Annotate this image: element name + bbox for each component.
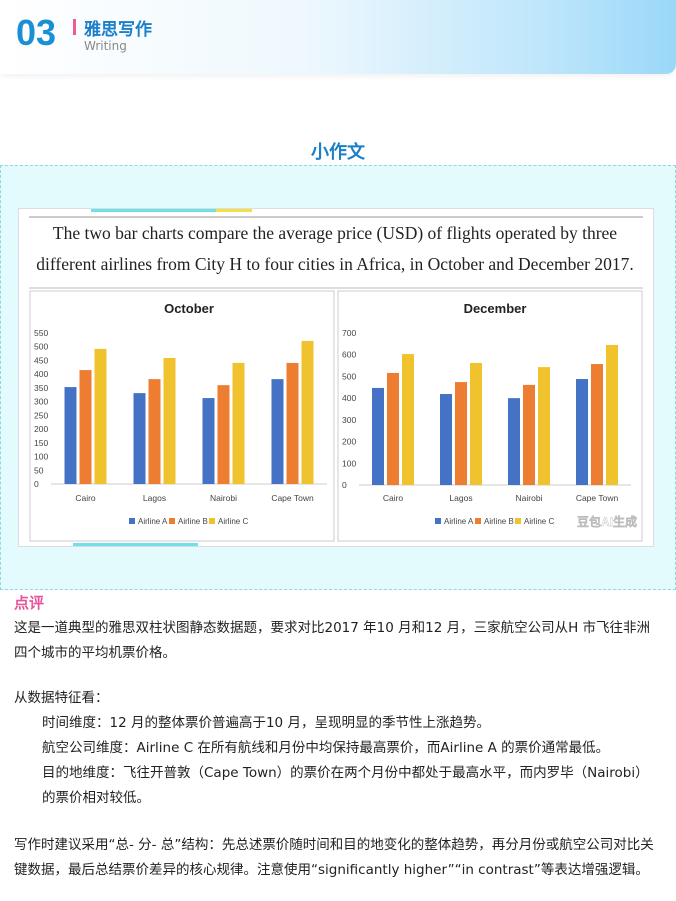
bar <box>523 384 535 485</box>
legend-swatch <box>435 518 441 524</box>
decoration <box>216 209 252 212</box>
x-tick-label: Cape Town <box>576 493 619 503</box>
bar <box>64 387 77 484</box>
y-tick-label: 500 <box>342 371 356 381</box>
list-item: 航空公司维度：Airline C 在所有航线和月份中均保持最高票价，而Airli… <box>42 740 610 756</box>
y-tick-label: 400 <box>34 369 48 379</box>
bar <box>163 357 176 484</box>
list-item: 目的地维度：飞往开普敦（Cape Town）的票价在两个月份中都处于最高水平，而… <box>42 765 642 806</box>
y-tick-label: 400 <box>342 393 356 403</box>
legend-label: Airline B <box>484 517 514 526</box>
watermark: 豆包AI生成 <box>577 514 637 529</box>
bar <box>455 382 467 485</box>
x-tick-label: Nairobi <box>516 493 543 503</box>
figure-caption: The two bar charts compare the average p… <box>36 223 634 274</box>
y-tick-label: 100 <box>34 452 48 462</box>
legend-swatch <box>209 518 215 524</box>
x-tick-label: Cape Town <box>271 493 314 503</box>
bar <box>301 340 314 484</box>
y-tick-label: 200 <box>34 424 48 434</box>
y-tick-label: 100 <box>342 458 356 468</box>
x-tick-label: Lagos <box>143 493 166 503</box>
header-subtitle: Writing <box>84 39 127 53</box>
legend-swatch <box>515 518 521 524</box>
bar <box>232 362 245 484</box>
bar <box>591 364 603 485</box>
y-tick-label: 450 <box>34 355 48 365</box>
legend-swatch <box>129 518 135 524</box>
header-title: 雅思写作 <box>84 20 152 40</box>
review-heading: 点评 <box>14 594 45 612</box>
y-tick-label: 150 <box>34 438 48 448</box>
bar <box>470 362 482 485</box>
bar <box>271 379 284 484</box>
bar <box>372 387 384 485</box>
y-tick-label: 50 <box>34 465 44 475</box>
legend-label: Airline B <box>178 517 208 526</box>
y-tick-label: 0 <box>34 479 39 489</box>
legend-swatch <box>475 518 481 524</box>
paragraph: 写作时建议采用“总- 分- 总”结构：先总述票价随时间和目的地变化的整体趋势，再… <box>14 837 654 878</box>
bar <box>94 348 107 484</box>
bar <box>387 372 399 485</box>
x-tick-label: Lagos <box>449 493 472 503</box>
legend-label: Airline A <box>444 517 474 526</box>
paragraph: 这是一道典型的雅思双柱状图静态数据题，要求对比2017 年10 月和12 月，三… <box>14 620 651 661</box>
bar <box>202 398 215 484</box>
bar <box>606 344 618 485</box>
decoration <box>91 209 216 212</box>
legend-label: Airline C <box>524 517 554 526</box>
bar <box>576 379 588 485</box>
y-tick-label: 700 <box>342 328 356 338</box>
section-number: 03 <box>16 12 57 53</box>
charts: 豆包AI生成 October 0 50 100 150 200 250 300 350 400 45… <box>29 209 643 546</box>
x-tick-label: Cairo <box>383 493 404 503</box>
y-tick-label: 550 <box>34 328 48 338</box>
bar <box>538 367 550 485</box>
bar <box>440 394 452 485</box>
bar <box>148 379 161 484</box>
bar <box>508 398 520 485</box>
y-tick-label: 350 <box>34 383 48 393</box>
legend-label: Airline A <box>138 517 168 526</box>
header-banner <box>0 0 676 74</box>
chart-title: December <box>464 301 527 316</box>
x-tick-label: Nairobi <box>210 493 237 503</box>
accent-bar <box>73 19 76 35</box>
decoration <box>73 543 198 546</box>
section-title: 小作文 <box>311 142 365 163</box>
bar <box>402 354 414 485</box>
y-tick-label: 600 <box>342 350 356 360</box>
bar <box>133 393 146 484</box>
chart-title: October <box>164 301 214 316</box>
bar <box>79 370 92 484</box>
paragraph: 从数据特征看： <box>14 690 109 706</box>
bar <box>217 385 230 484</box>
y-tick-label: 0 <box>342 480 347 490</box>
bar <box>286 362 299 484</box>
y-tick-label: 300 <box>342 415 356 425</box>
y-tick-label: 500 <box>34 342 48 352</box>
figure: 豆包AI生成 October 0 50 100 150 200 250 300 350 400 45… <box>18 208 654 547</box>
list-item: 时间维度：12 月的整体票价普遍高于10 月，呈现明显的季节性上涨趋势。 <box>42 715 490 731</box>
y-tick-label: 200 <box>342 437 356 447</box>
y-tick-label: 300 <box>34 397 48 407</box>
y-tick-label: 250 <box>34 410 48 420</box>
legend-label: Airline C <box>218 517 248 526</box>
legend-swatch <box>169 518 175 524</box>
x-tick-label: Cairo <box>75 493 96 503</box>
